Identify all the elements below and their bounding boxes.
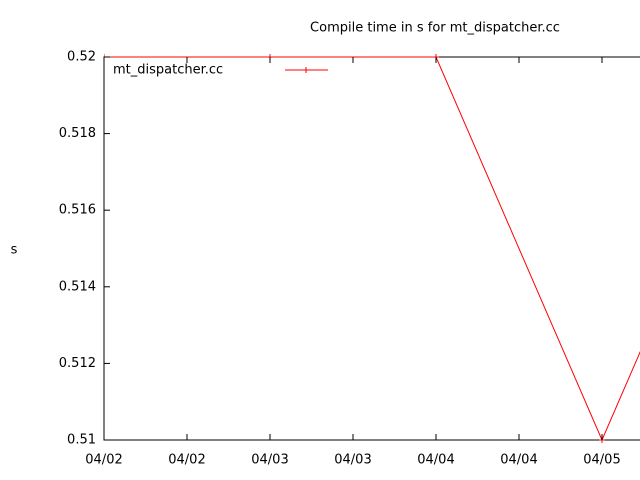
- x-tick-label: 04/02: [168, 453, 205, 468]
- x-tick-label: 04/04: [500, 453, 537, 468]
- plot-area: [104, 54, 640, 443]
- y-tick-label: 0.512: [59, 356, 96, 371]
- y-tick-label: 0.518: [59, 126, 96, 141]
- x-tick-label: 04/05: [583, 453, 620, 468]
- x-tick-label: 04/02: [85, 453, 122, 468]
- y-tick-label: 0.52: [67, 50, 96, 65]
- x-tick-label: 04/03: [251, 453, 288, 468]
- x-tick-label: 04/04: [417, 453, 454, 468]
- y-tick-label: 0.51: [67, 433, 96, 448]
- plot-frame: [103, 56, 640, 441]
- series-line: [104, 56, 640, 442]
- legend-label: mt_dispatcher.cc: [113, 63, 223, 78]
- y-axis-label: s: [11, 243, 18, 258]
- chart-title: Compile time in s for mt_dispatcher.cc: [310, 21, 560, 36]
- x-tick-label: 04/03: [334, 453, 371, 468]
- y-tick-label: 0.516: [59, 203, 96, 218]
- y-tick-label: 0.514: [59, 279, 96, 294]
